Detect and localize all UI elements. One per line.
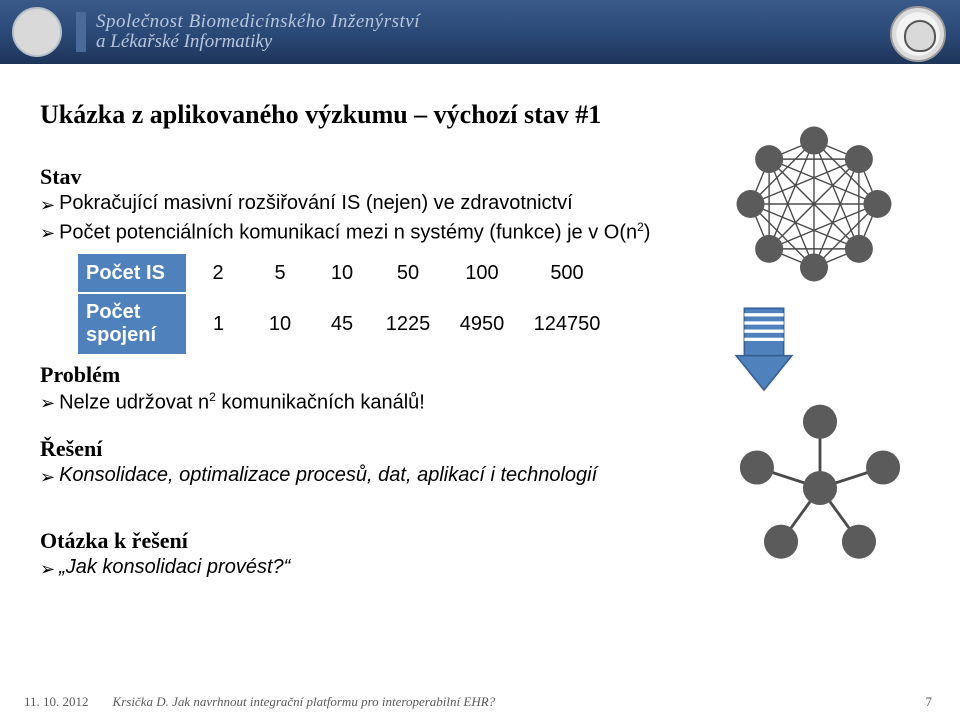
section-otazka: Otázka k řešení <box>40 528 700 554</box>
r1c5: 100 <box>443 253 521 293</box>
mesh-network-icon <box>730 120 898 288</box>
bullet-problem-pre: Nelze udržovat n <box>59 392 209 414</box>
bullet-stav-2-post: ) <box>644 222 651 244</box>
bullet-problem: Nelze udržovat n2 komunikačních kanálů! <box>40 390 700 416</box>
r1c4: 50 <box>373 253 443 293</box>
th-pocet-is: Počet IS <box>77 253 187 293</box>
header-org-name: Společnost Biomedicínského Inženýrství a… <box>96 12 420 52</box>
r1c6: 500 <box>521 253 613 293</box>
th-pocet-spojeni: Počet spojení <box>77 293 187 355</box>
complexity-table: Počet IS 2 5 10 50 100 500 Počet spojení… <box>76 252 613 356</box>
header-tag-icon <box>76 12 86 52</box>
bullet-stav-2-pre: Počet potenciálních komunikací mezi n sy… <box>59 222 637 244</box>
down-arrow-icon <box>730 305 798 395</box>
r2c2: 10 <box>249 293 311 355</box>
header-bar: Společnost Biomedicínského Inženýrství a… <box>0 0 960 64</box>
r2c6: 124750 <box>521 293 613 355</box>
bullet-reseni: Konsolidace, optimalizace procesů, dat, … <box>40 464 700 490</box>
page-title: Ukázka z aplikovaného výzkumu – výchozí … <box>40 100 700 130</box>
footer: 11. 10. 2012 Krsička D. Jak navrhnout in… <box>0 694 960 710</box>
star-network-icon <box>730 398 910 578</box>
r1c2: 5 <box>249 253 311 293</box>
footer-page: 7 <box>926 694 933 710</box>
slide-content: Ukázka z aplikovaného výzkumu – výchozí … <box>40 100 700 584</box>
sup-2b: 2 <box>209 390 216 404</box>
r1c3: 10 <box>311 253 373 293</box>
sup-2a: 2 <box>637 220 644 234</box>
section-reseni: Řešení <box>40 436 700 462</box>
section-problem: Problém <box>40 362 700 388</box>
r2c4: 1225 <box>373 293 443 355</box>
bullet-problem-post: komunikačních kanálů! <box>216 392 425 414</box>
seal-left-icon <box>12 7 62 57</box>
header-line2: a Lékařské Informatiky <box>96 32 420 52</box>
seal-right-icon <box>890 6 946 62</box>
footer-date: 11. 10. 2012 <box>24 694 89 710</box>
bullet-stav-2: Počet potenciálních komunikací mezi n sy… <box>40 220 700 246</box>
section-stav: Stav <box>40 164 700 190</box>
bullet-stav-1: Pokračující masivní rozšiřování IS (neje… <box>40 192 700 218</box>
bullet-otazka: „Jak konsolidaci provést?“ <box>40 556 700 582</box>
diagram-column <box>730 120 930 583</box>
r1c1: 2 <box>187 253 249 293</box>
r2c3: 45 <box>311 293 373 355</box>
r2c1: 1 <box>187 293 249 355</box>
header-line1: Společnost Biomedicínského Inženýrství <box>96 12 420 32</box>
footer-mid: Krsička D. Jak navrhnout integrační plat… <box>113 694 926 710</box>
r2c5: 4950 <box>443 293 521 355</box>
